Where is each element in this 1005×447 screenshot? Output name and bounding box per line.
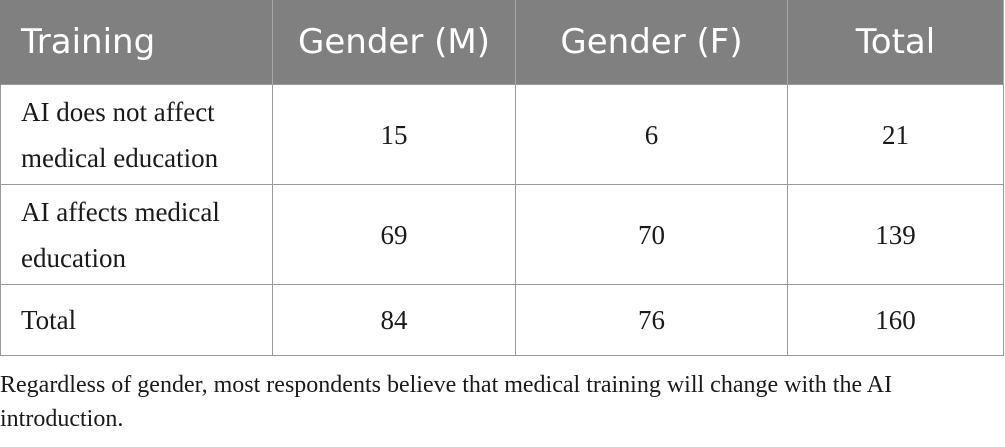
table-footnote: Regardless of gender, most respondents b… <box>0 372 893 432</box>
row-label: AI does not affect medical education <box>0 84 273 185</box>
table-row-total: Total 84 76 160 <box>0 284 1004 356</box>
cell-female: 6 <box>515 84 788 185</box>
header-training: Training <box>0 0 273 85</box>
cell-female: 70 <box>515 184 788 285</box>
cell-male: 84 <box>272 284 516 356</box>
header-total: Total <box>787 0 1004 85</box>
row-label: Total <box>0 284 273 356</box>
table-row: AI affects medical education 69 70 139 <box>0 184 1004 285</box>
cell-total: 139 <box>787 184 1004 285</box>
header-gender-m: Gender (M) <box>272 0 516 85</box>
cell-male: 69 <box>272 184 516 285</box>
cell-total: 160 <box>787 284 1004 356</box>
header-gender-f: Gender (F) <box>515 0 788 85</box>
row-label: AI affects medical education <box>0 184 273 285</box>
cell-female: 76 <box>515 284 788 356</box>
table-header-row: Training Gender (M) Gender (F) Total <box>0 0 1004 85</box>
data-table: Training Gender (M) Gender (F) Total AI … <box>0 0 1004 356</box>
table-row: AI does not affect medical education 15 … <box>0 84 1004 185</box>
cell-male: 15 <box>272 84 516 185</box>
cell-total: 21 <box>787 84 1004 185</box>
